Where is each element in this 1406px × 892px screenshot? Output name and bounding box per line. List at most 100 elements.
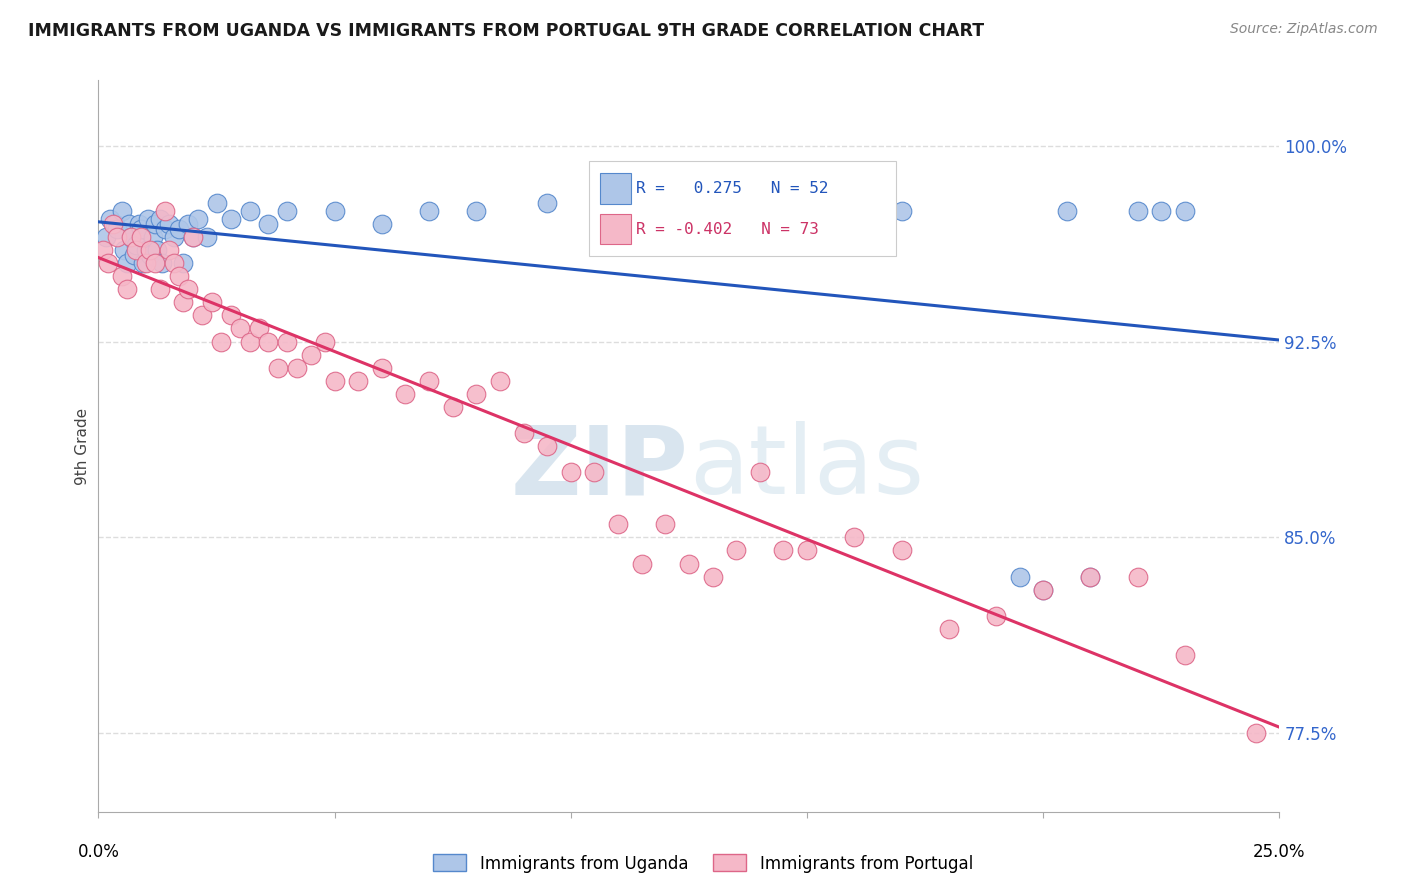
Point [772, 203, 794, 218]
Point [167, 222, 190, 236]
Point [97, 256, 120, 270]
Point [146, 243, 169, 257]
Text: 25.0%: 25.0% [1253, 843, 1306, 861]
Point [121, 230, 143, 244]
Point [512, 425, 534, 440]
Point [157, 243, 180, 257]
Point [135, 256, 157, 270]
Point [1032, 582, 1054, 597]
Point [91, 243, 114, 257]
Point [702, 569, 724, 583]
Point [98, 211, 121, 226]
Point [1174, 203, 1197, 218]
Point [536, 196, 558, 211]
Text: ZIP: ZIP [510, 421, 689, 515]
Point [418, 374, 440, 388]
Point [654, 517, 676, 532]
Point [583, 465, 606, 479]
Point [772, 543, 794, 558]
Point [1080, 569, 1102, 583]
Point [1126, 203, 1149, 218]
Point [122, 248, 145, 262]
Point [299, 348, 322, 362]
Point [247, 321, 270, 335]
Point [418, 203, 440, 218]
Point [371, 360, 394, 375]
Point [844, 531, 866, 545]
Point [167, 269, 190, 284]
Point [607, 211, 630, 226]
Point [489, 374, 512, 388]
Point [219, 309, 242, 323]
Point [796, 543, 818, 558]
Point [150, 256, 173, 270]
Point [314, 334, 336, 349]
Point [104, 217, 127, 231]
Point [118, 217, 141, 231]
Point [678, 557, 700, 571]
Point [94, 230, 117, 244]
Point [143, 217, 166, 231]
Point [1080, 569, 1102, 583]
Point [890, 543, 912, 558]
Point [111, 203, 134, 218]
Point [172, 256, 194, 270]
Point [465, 203, 488, 218]
Point [177, 282, 200, 296]
Point [172, 295, 194, 310]
Point [394, 386, 416, 401]
Text: Source: ZipAtlas.com: Source: ZipAtlas.com [1230, 22, 1378, 37]
Point [441, 400, 464, 414]
Point [209, 334, 232, 349]
Point [105, 222, 128, 236]
Point [153, 222, 176, 236]
Point [890, 203, 912, 218]
Point [139, 248, 162, 262]
Y-axis label: 9th Grade: 9th Grade [75, 408, 90, 484]
Point [1008, 569, 1031, 583]
Point [132, 256, 155, 270]
Point [121, 230, 143, 244]
Point [267, 360, 290, 375]
Point [111, 269, 134, 284]
Point [1056, 203, 1078, 218]
Text: R = -0.402   N = 73: R = -0.402 N = 73 [637, 222, 820, 236]
Point [285, 360, 308, 375]
Point [323, 374, 346, 388]
Point [177, 217, 200, 231]
Point [125, 237, 148, 252]
Point [1032, 582, 1054, 597]
Point [239, 203, 262, 218]
Point [115, 282, 138, 296]
Point [725, 543, 748, 558]
Point [181, 230, 204, 244]
Point [257, 334, 280, 349]
Point [187, 211, 209, 226]
Point [1174, 648, 1197, 662]
Point [229, 321, 252, 335]
Point [607, 517, 630, 532]
Text: atlas: atlas [689, 421, 924, 515]
Point [205, 196, 228, 211]
Point [1126, 569, 1149, 583]
Point [465, 386, 488, 401]
Point [219, 211, 242, 226]
Point [157, 217, 180, 231]
Point [149, 211, 172, 226]
Point [938, 622, 960, 636]
Point [139, 243, 162, 257]
Point [101, 217, 124, 231]
Point [105, 230, 128, 244]
Point [201, 295, 224, 310]
Text: 0.0%: 0.0% [77, 843, 120, 861]
Point [135, 243, 157, 257]
Point [129, 222, 152, 236]
Point [115, 256, 138, 270]
Point [149, 282, 172, 296]
Point [984, 608, 1007, 623]
Point [195, 230, 218, 244]
Point [163, 230, 186, 244]
Point [163, 256, 186, 270]
Point [371, 217, 394, 231]
Point [142, 230, 165, 244]
